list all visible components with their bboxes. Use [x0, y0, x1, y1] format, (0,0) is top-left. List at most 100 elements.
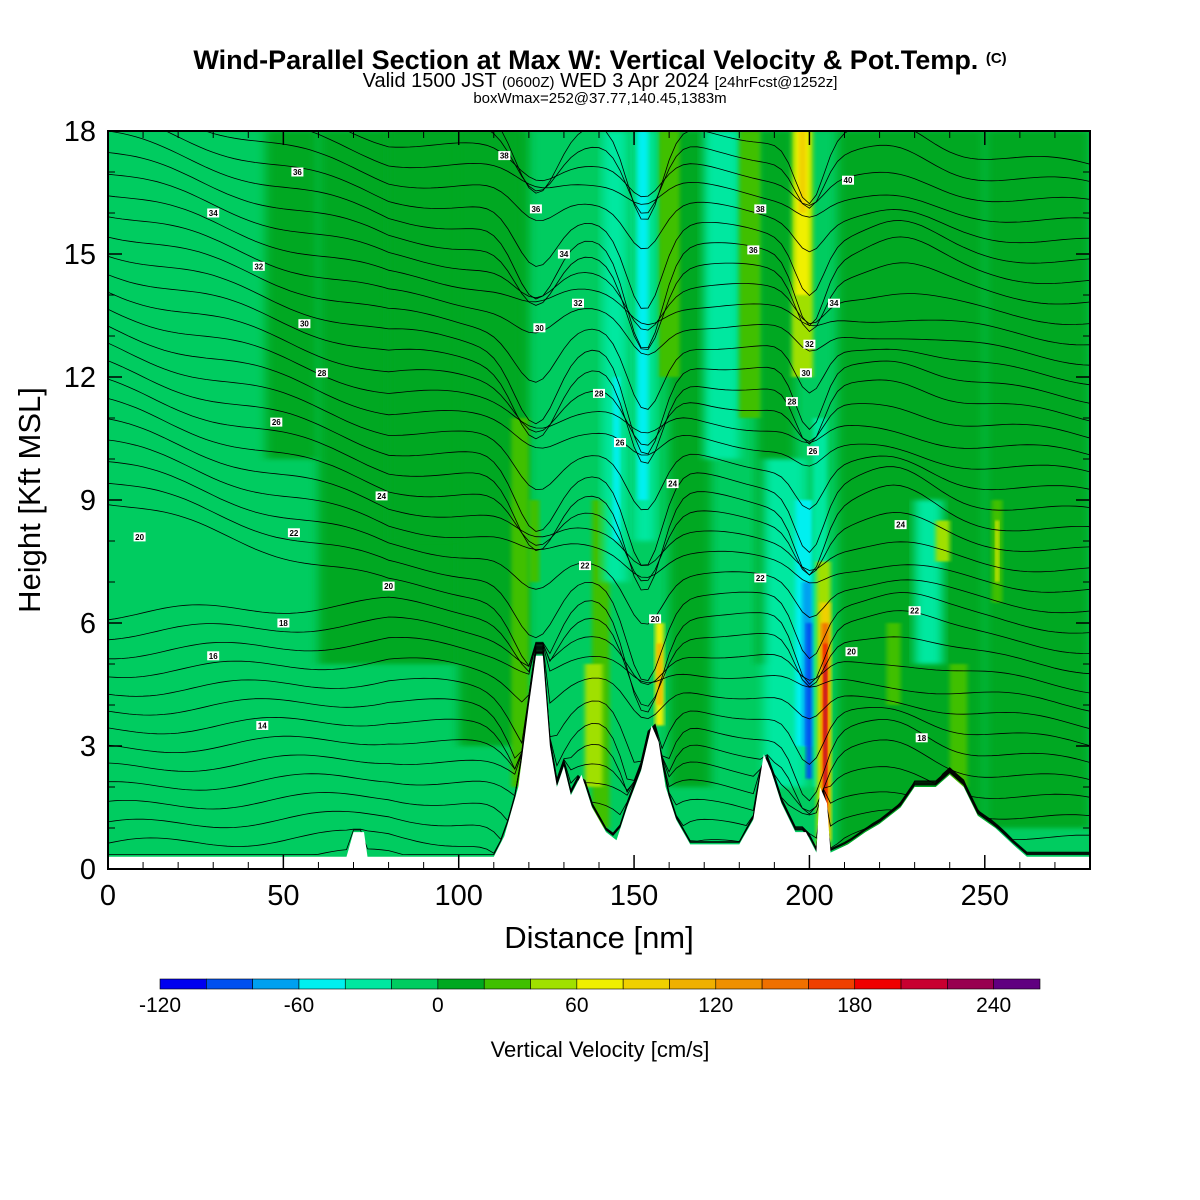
- theta-label: 40: [842, 175, 854, 185]
- theta-label-bg: [287, 528, 300, 538]
- theta-contour-line: [346, 131, 1090, 206]
- theta-label-bg: [315, 368, 328, 378]
- theta-label-text: 30: [535, 324, 544, 333]
- theta-label-text: 30: [801, 369, 810, 378]
- theta-label: 18: [915, 733, 928, 743]
- theta-label: 32: [803, 339, 816, 349]
- theta-label-text: 32: [805, 340, 814, 349]
- valid-time-main: Valid 1500 JST: [362, 70, 497, 92]
- theta-label-bg: [593, 388, 605, 398]
- theta-label-text: 26: [808, 447, 817, 456]
- theta-label-text: 30: [300, 320, 309, 329]
- colorbar-tick-label: -60: [284, 994, 314, 1017]
- theta-label-text: 36: [293, 168, 302, 177]
- velocity-band: [511, 418, 529, 787]
- colorbar-swatch: [669, 978, 717, 990]
- theta-label-bg: [533, 323, 546, 333]
- colorbar-label: Vertical Velocity [cm/s]: [491, 1037, 710, 1062]
- theta-label: 20: [845, 647, 858, 657]
- theta-label: 28: [785, 397, 798, 407]
- theta-label-bg: [291, 167, 304, 177]
- colorbar-swatch: [344, 978, 392, 990]
- theta-label-bg: [894, 520, 907, 530]
- velocity-band: [265, 131, 319, 459]
- valid-date: WED 3 Apr 2024: [560, 70, 710, 92]
- velocity-band: [584, 664, 603, 787]
- theta-contour-line: [108, 216, 1090, 366]
- theta-label-text: 40: [844, 176, 853, 185]
- x-tick-label: 50: [267, 880, 299, 912]
- colorbar-swatch: [391, 978, 439, 990]
- theta-label: 18: [277, 618, 290, 628]
- y-tick-label: 9: [80, 485, 96, 517]
- theta-label-text: 22: [756, 574, 765, 583]
- forecast-info: [24hrFcst@1252z]: [714, 74, 838, 91]
- theta-label-text: 18: [917, 734, 926, 743]
- theta-label: 38: [754, 204, 767, 214]
- theta-label-text: 24: [668, 480, 677, 489]
- theta-contour-line: [108, 342, 1090, 511]
- theta-label: 36: [529, 204, 542, 214]
- theta-label: 36: [291, 167, 304, 177]
- theta-label-bg: [256, 721, 269, 730]
- theta-contour-line: [108, 636, 1090, 712]
- colorbar-swatch: [530, 978, 578, 990]
- theta-label-bg: [298, 319, 311, 329]
- theta-label-bg: [270, 417, 283, 427]
- theta-contour-line: [204, 131, 1090, 253]
- velocity-band: [995, 520, 999, 582]
- theta-contour-line: [108, 255, 1090, 455]
- theta-contour-line: [108, 173, 1090, 331]
- theta-label: 16: [207, 651, 220, 661]
- theta-label: 34: [828, 298, 840, 308]
- theta-label: 26: [614, 438, 626, 448]
- velocity-band: [528, 500, 540, 582]
- colorbar-swatch: [437, 978, 485, 990]
- theta-label-bg: [915, 733, 928, 743]
- theta-contour-line: [308, 131, 1090, 223]
- y-axis-label: Height [Kft MSL]: [12, 387, 47, 613]
- theta-contour-line: [108, 616, 1090, 694]
- theta-label: 22: [908, 606, 921, 616]
- theta-label-text: 32: [574, 299, 583, 308]
- theta-contour-line: [108, 398, 1090, 582]
- chart-title: Wind-Parallel Section at Max W: Vertical…: [0, 44, 1200, 75]
- velocity-band: [935, 520, 950, 562]
- theta-contour-line: [108, 647, 1090, 815]
- theta-label-bg: [133, 532, 146, 542]
- theta-label-bg: [529, 204, 542, 214]
- y-tick-label: 15: [64, 239, 96, 271]
- theta-label-text: 34: [559, 250, 568, 259]
- theta-label-bg: [803, 339, 816, 349]
- theta-label-bg: [747, 245, 760, 255]
- theta-label-text: 24: [377, 492, 386, 501]
- theta-contours: [108, 131, 1090, 855]
- theta-label-bg: [666, 479, 679, 489]
- y-tick-label: 12: [64, 362, 96, 394]
- copyright-mark: (C): [985, 50, 1007, 67]
- theta-label-bg: [799, 368, 812, 378]
- theta-contour-line: [108, 418, 1090, 573]
- theta-contour-line: [108, 439, 1090, 593]
- theta-contour-line: [108, 152, 1090, 350]
- y-tick-label: 18: [64, 116, 96, 148]
- theta-contour-line: [108, 648, 1090, 812]
- theta-label: 30: [799, 368, 812, 378]
- theta-contour-line: [108, 360, 1090, 566]
- theta-label-text: 34: [830, 299, 839, 308]
- theta-label-text: 14: [258, 722, 267, 731]
- velocity-band: [824, 664, 827, 787]
- colorbar-swatch: [622, 978, 670, 990]
- colorbar-swatch: [576, 978, 624, 990]
- theta-label: 22: [287, 528, 300, 538]
- theta-label-text: 26: [272, 418, 281, 427]
- theta-label: 22: [754, 573, 767, 583]
- theta-label-text: 20: [651, 615, 660, 624]
- theta-label: 34: [207, 208, 220, 218]
- theta-label-text: 36: [749, 246, 758, 255]
- velocity-band: [637, 131, 649, 500]
- theta-label-bg: [754, 204, 767, 214]
- theta-label-text: 36: [531, 205, 540, 214]
- theta-label-text: 34: [209, 209, 218, 218]
